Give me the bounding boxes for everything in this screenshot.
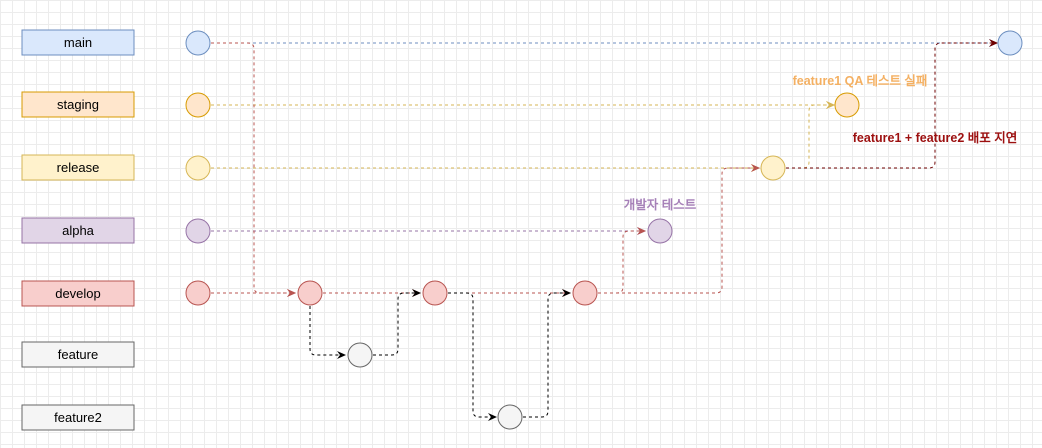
commit-staging-end[interactable] [834,92,860,118]
branch-label-text: main [64,35,92,50]
commit-alpha-start[interactable] [185,218,211,244]
note-main-deploy-delay: feature1 + feature2 배포 지연 [853,130,1017,145]
edge-feature2-to-develop [523,289,571,418]
branch-label-text: alpha [62,223,95,238]
edge-develop-to-feature [309,306,346,359]
commit-main-end[interactable] [997,30,1023,56]
commit-release-start[interactable] [185,155,211,181]
branch-box-feature2 [21,404,135,431]
branch-label-main: main [21,29,135,56]
edge-develop-to-alpha [598,227,646,294]
commit-develop-1[interactable] [297,280,323,306]
branch-label-text: release [57,160,100,175]
commit-staging-start[interactable] [185,92,211,118]
branch-box-alpha [21,217,135,244]
branch-box-develop [21,280,135,307]
edge-feature-to-develop [373,289,421,356]
edge-develop-to-feature2 [448,292,497,421]
commit-develop-3[interactable] [572,280,598,306]
branch-label-text: staging [57,97,99,112]
branch-label-develop: develop [21,280,135,307]
branch-box-staging [21,91,135,118]
branch-box-main [21,29,135,56]
commit-main-start[interactable] [185,30,211,56]
branch-label-alpha: alpha [21,217,135,244]
note-alpha-dev-test: 개발자 테스트 [624,197,697,212]
commit-develop-start[interactable] [185,280,211,306]
branch-label-feature2: feature2 [21,404,135,431]
commit-develop-2[interactable] [422,280,448,306]
edge-release-to-staging [786,101,835,169]
edge-release-to-main [786,39,998,169]
commit-feature2-1[interactable] [497,404,523,430]
branch-label-feature: feature [21,341,135,368]
branch-label-text: develop [55,286,101,301]
branch-label-staging: staging [21,91,135,118]
note-staging-qa-fail: feature1 QA 테스트 실패 [793,73,928,88]
branch-box-release [21,154,135,181]
edge-develop-to-release [598,164,760,294]
branch-label-release: release [21,154,135,181]
branch-label-text: feature [58,347,98,362]
commit-release-1[interactable] [760,155,786,181]
branch-box-feature [21,341,135,368]
commit-feature-1[interactable] [347,342,373,368]
branch-label-text: feature2 [54,410,102,425]
commit-alpha-1[interactable] [647,218,673,244]
